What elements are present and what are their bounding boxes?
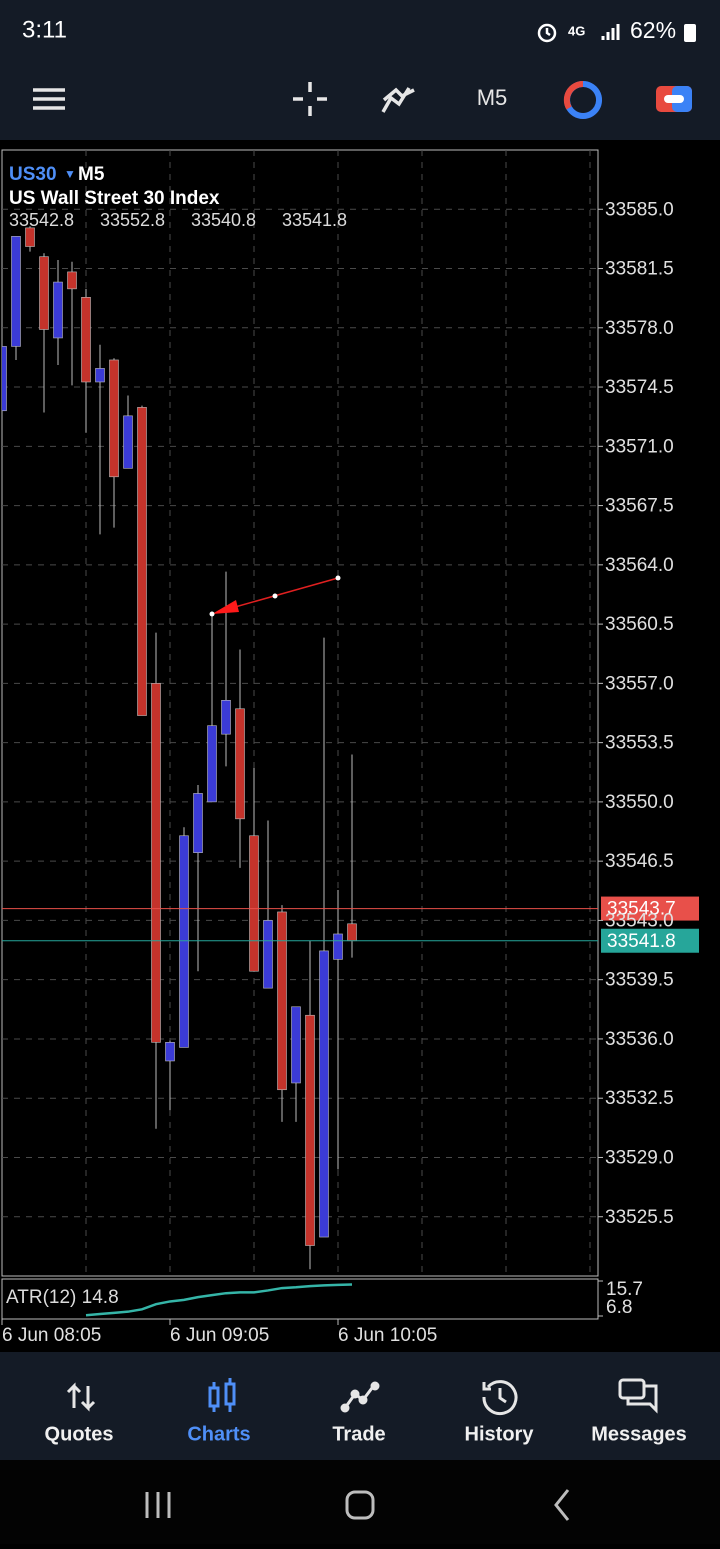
price-label: 33543.7 xyxy=(607,899,676,920)
y-tick-label: 33571.0 xyxy=(605,436,674,457)
y-tick-label: 33581.5 xyxy=(605,259,674,280)
price-label: 33541.8 xyxy=(607,931,676,952)
candle-body xyxy=(319,950,329,1238)
y-tick-label: 33578.0 xyxy=(605,318,674,339)
y-tick-label: 33525.5 xyxy=(605,1207,674,1228)
candle-body xyxy=(179,835,189,1048)
y-tick-label: 33550.0 xyxy=(605,792,674,813)
candle-body xyxy=(207,725,217,803)
candle-body xyxy=(53,281,63,339)
messages-icon[interactable] xyxy=(618,1378,658,1414)
chart-timeframe: M5 xyxy=(78,164,105,185)
status-icons: 4G xyxy=(537,23,620,43)
status-battery: 62% xyxy=(630,17,676,43)
candle-body xyxy=(95,368,105,383)
y-tick-label: 33585.0 xyxy=(605,199,674,220)
system-nav xyxy=(0,1460,720,1544)
nav-label[interactable]: History xyxy=(465,1423,535,1445)
top-bars xyxy=(0,0,720,140)
time-axis: 6 Jun 08:05 6 Jun 09:05 6 Jun 10:05 xyxy=(1,1319,437,1346)
candle-body xyxy=(333,933,343,960)
plot-frame xyxy=(1,149,599,1277)
candle-body xyxy=(165,1042,175,1062)
candle-body xyxy=(67,271,77,290)
candle-body xyxy=(137,407,147,716)
history-icon[interactable] xyxy=(482,1380,518,1416)
sub-frame xyxy=(1,1278,599,1320)
price-label-bg xyxy=(601,896,699,921)
x-tick-label: 6 Jun 10:05 xyxy=(338,1325,437,1346)
toolbar-icons[interactable] xyxy=(33,82,415,116)
candle-body xyxy=(235,708,245,820)
symbol-dropdown[interactable]: ▼ xyxy=(64,167,76,181)
ohlc-high: 33552.8 xyxy=(100,210,165,230)
x-tick-label: 6 Jun 09:05 xyxy=(170,1325,269,1346)
atr-window: ATR(12) 14.8 15.76.8 xyxy=(6,1279,643,1318)
y-tick-label: 33546.5 xyxy=(605,851,674,872)
trade-icon[interactable] xyxy=(340,1381,380,1413)
candle-body xyxy=(39,256,49,330)
candle-body xyxy=(123,415,133,469)
candle-body xyxy=(2,346,7,412)
x-tick-label: 6 Jun 08:05 xyxy=(2,1325,101,1346)
timeframe-button[interactable]: M5 xyxy=(477,85,508,110)
candle-body xyxy=(151,683,161,1043)
nav-label[interactable]: Trade xyxy=(332,1423,385,1445)
candle-body xyxy=(249,835,259,972)
y-tick-label: 15.7 xyxy=(606,1279,643,1300)
y-tick-label: 33543.0 xyxy=(605,910,674,931)
candle-body xyxy=(11,236,21,347)
price-label-bg xyxy=(601,928,699,953)
atr-line xyxy=(85,1283,353,1317)
candle-body xyxy=(347,923,357,942)
candles xyxy=(2,226,357,1270)
symbol[interactable]: US30 xyxy=(9,164,57,185)
bottom-nav xyxy=(0,1352,720,1460)
y-tick-label: 33557.0 xyxy=(605,673,674,694)
horizontal-grid xyxy=(2,208,598,1218)
candle-body xyxy=(291,1006,301,1084)
candle-body xyxy=(109,359,119,478)
y-tick-label: 33574.5 xyxy=(605,377,674,398)
candle-body xyxy=(193,793,203,853)
trendline-drawing[interactable] xyxy=(209,575,341,617)
candle-body xyxy=(277,911,287,1091)
candle-body xyxy=(305,1014,315,1246)
ohlc-open: 33542.8 xyxy=(9,210,74,230)
charts-icon[interactable] xyxy=(208,1378,236,1412)
ohlc-low: 33540.8 xyxy=(191,210,256,230)
y-tick-label: 33564.0 xyxy=(605,555,674,576)
y-tick-label: 33567.5 xyxy=(605,496,674,517)
bottom-navigation: Quotes Charts Trade History Messages xyxy=(45,1378,687,1445)
system-buttons[interactable] xyxy=(145,1489,570,1521)
price-axis: 33585.0 33581.5 33578.0 33574.5 33571.0 33567… xyxy=(598,199,674,1228)
candle-body xyxy=(81,297,91,383)
price-lines: 33543.7 33541.8 xyxy=(2,896,699,953)
candle-body xyxy=(221,700,231,735)
indicator-label: ATR(12) 14.8 xyxy=(6,1287,119,1308)
quotes-icon[interactable] xyxy=(66,1382,96,1412)
chart-area xyxy=(0,140,720,1352)
y-tick-label: 33553.5 xyxy=(605,733,674,754)
candle-body xyxy=(263,920,273,989)
y-tick-label: 33532.5 xyxy=(605,1088,674,1109)
y-tick-label: 33536.0 xyxy=(605,1029,674,1050)
svg-text:4G: 4G xyxy=(568,23,585,38)
nav-label[interactable]: Messages xyxy=(591,1423,687,1445)
candle-body xyxy=(25,227,35,247)
nav-label[interactable]: Quotes xyxy=(45,1423,114,1445)
status-time: 3:11 xyxy=(22,16,67,43)
symbol-description: US Wall Street 30 Index xyxy=(9,188,220,209)
indicator-button[interactable] xyxy=(563,80,603,119)
y-tick-label: 33560.5 xyxy=(605,614,674,635)
ohlc-close: 33541.8 xyxy=(282,210,347,230)
trade-button[interactable] xyxy=(656,86,692,112)
y-tick-label: 6.8 xyxy=(606,1297,632,1318)
y-tick-label: 33529.0 xyxy=(605,1147,674,1168)
y-tick-label: 33539.5 xyxy=(605,970,674,991)
battery-icon xyxy=(684,24,696,42)
nav-label[interactable]: Charts xyxy=(187,1423,250,1445)
